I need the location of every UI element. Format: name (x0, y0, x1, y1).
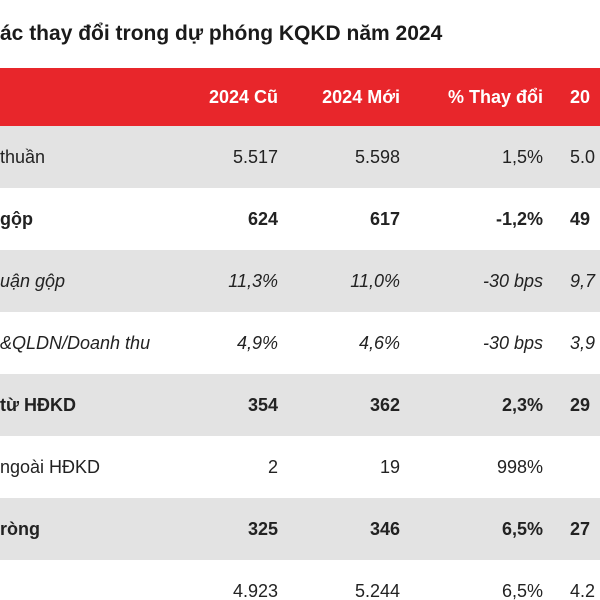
table-row: ngoài HĐKD 2 19 998% (0, 436, 600, 498)
row-next: 49 (570, 208, 591, 229)
row-next: 29 (570, 394, 591, 415)
table-row: gộp 624 617 -1,2% 49 (0, 188, 600, 250)
row-change: 6,5% (501, 518, 543, 539)
row-label: uận gộp (0, 270, 66, 291)
table-header-row: 2024 Cũ 2024 Mới % Thay đổi 20 (0, 68, 600, 126)
table-row: &QLDN/Doanh thu 4,9% 4,6% -30 bps 3,9 (0, 312, 600, 374)
row-change: 2,3% (501, 394, 543, 415)
table-row: ròng 325 346 6,5% 27 (0, 498, 600, 560)
row-label: ngoài HĐKD (0, 456, 101, 477)
row-old: 4,9% (236, 332, 278, 353)
row-new: 5.598 (354, 146, 400, 167)
row-change: 998% (496, 456, 543, 477)
forecast-table: 2024 Cũ 2024 Mới % Thay đổi 20 thuần 5.5… (0, 68, 600, 600)
row-new: 19 (379, 456, 400, 477)
row-new: 4,6% (358, 332, 400, 353)
row-next: 3,9 (570, 332, 596, 353)
row-change: 1,5% (501, 146, 543, 167)
table-title: ác thay đổi trong dự phóng KQKD năm 2024 (0, 22, 443, 45)
header-next-year: 20 (570, 86, 591, 107)
header-2024-new: 2024 Mới (322, 86, 400, 107)
row-new: 11,0% (350, 270, 400, 291)
row-label: thuần (0, 146, 46, 167)
row-next (570, 436, 600, 498)
row-next: 27 (570, 518, 591, 539)
row-next: 9,7 (570, 270, 596, 291)
row-label: ròng (0, 518, 40, 539)
table-row: uận gộp 11,3% 11,0% -30 bps 9,7 (0, 250, 600, 312)
row-old: 624 (247, 208, 278, 229)
row-change: -30 bps (482, 270, 543, 291)
row-label (0, 560, 170, 600)
row-old: 2 (267, 456, 278, 477)
table-row: từ HĐKD 354 362 2,3% 29 (0, 374, 600, 436)
row-new: 5.244 (354, 580, 400, 600)
row-change: -30 bps (482, 332, 543, 353)
row-change: -1,2% (495, 208, 543, 229)
table-row: thuần 5.517 5.598 1,5% 5.0 (0, 126, 600, 188)
header-2024-old: 2024 Cũ (208, 86, 278, 107)
row-old: 354 (247, 394, 278, 415)
row-next: 4.2 (570, 580, 596, 600)
row-old: 4.923 (232, 580, 278, 600)
header-change: % Thay đổi (447, 86, 543, 107)
row-label: gộp (0, 208, 33, 229)
row-new: 362 (369, 394, 400, 415)
row-next: 5.0 (570, 146, 596, 167)
row-new: 617 (369, 208, 400, 229)
header-label (0, 68, 170, 126)
row-label: &QLDN/Doanh thu (0, 332, 151, 353)
row-old: 11,3% (228, 270, 278, 291)
table-row: 4.923 5.244 6,5% 4.2 (0, 560, 600, 600)
row-old: 325 (247, 518, 278, 539)
row-label: từ HĐKD (0, 394, 77, 415)
row-old: 5.517 (232, 146, 278, 167)
row-change: 6,5% (501, 580, 543, 600)
row-new: 346 (369, 518, 400, 539)
